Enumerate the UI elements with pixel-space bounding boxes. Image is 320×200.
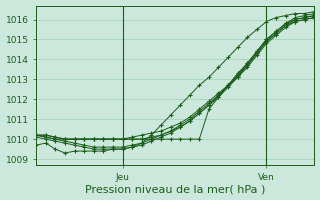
X-axis label: Pression niveau de la mer( hPa ): Pression niveau de la mer( hPa )	[85, 184, 266, 194]
